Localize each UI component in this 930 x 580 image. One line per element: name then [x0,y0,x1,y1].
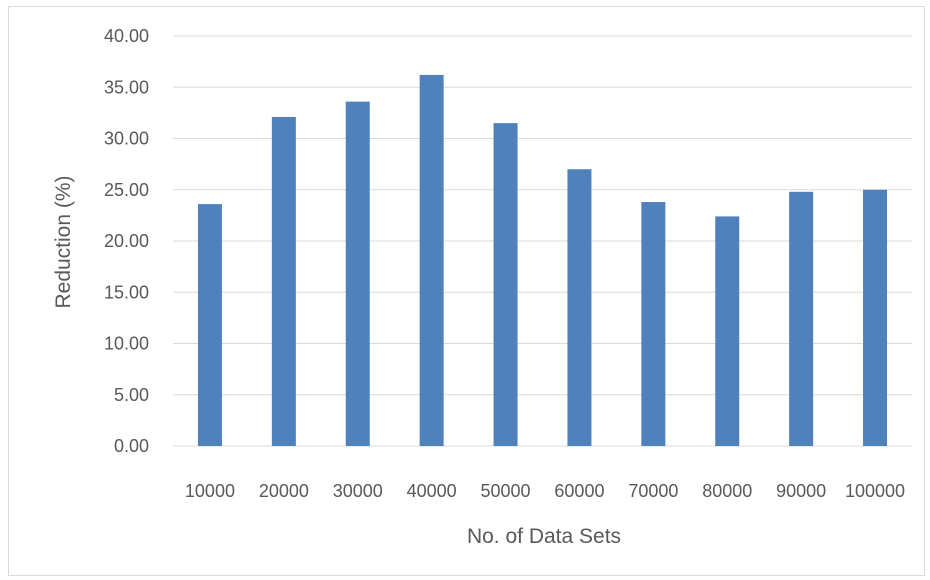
y-tick-label: 20.00 [104,231,149,251]
y-tick-label: 0.00 [114,436,149,456]
y-axis-title: Reduction (%) [52,175,75,308]
x-axis-ticks: 10000 20000 30000 40000 50000 60000 70000 80000… [185,481,905,501]
x-tick-label: 30000 [333,481,383,501]
y-tick-label: 25.00 [104,180,149,200]
x-tick-label: 100000 [845,481,905,501]
bar-100000 [863,189,888,446]
bar-60000 [567,169,592,446]
y-tick-label: 35.00 [104,77,149,97]
bar-80000 [715,216,740,446]
bar-50000 [493,123,518,446]
x-tick-label: 60000 [554,481,604,501]
x-tick-label: 10000 [185,481,235,501]
bar-90000 [789,191,814,446]
bar-30000 [345,101,370,446]
x-tick-label: 50000 [481,481,531,501]
x-tick-label: 80000 [702,481,752,501]
y-tick-label: 40.00 [104,26,149,46]
x-tick-label: 40000 [407,481,457,501]
bar-40000 [419,74,444,446]
chart-frame [8,6,925,576]
x-tick-label: 70000 [628,481,678,501]
bar-20000 [271,116,296,446]
y-tick-label: 30.00 [104,129,149,149]
bar-70000 [641,202,666,446]
x-tick-label: 90000 [776,481,826,501]
x-axis-title: No. of Data Sets [467,525,621,548]
gridlines [173,35,912,447]
x-tick-label: 20000 [259,481,309,501]
bars [197,74,888,446]
y-tick-label: 5.00 [114,385,149,405]
y-axis-ticks: 0.00 5.00 10.00 15.00 20.00 25.00 30.00 35.00 40… [104,26,149,456]
y-tick-label: 10.00 [104,334,149,354]
y-tick-label: 15.00 [104,282,149,302]
bar-10000 [197,204,222,446]
